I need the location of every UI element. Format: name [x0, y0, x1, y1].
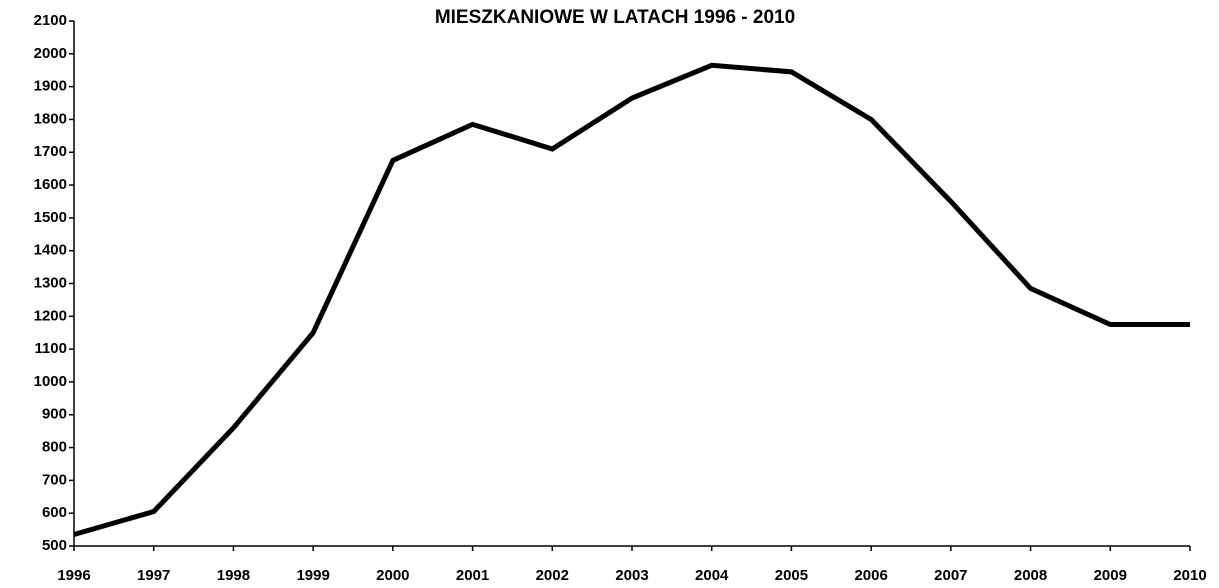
y-tick-label: 900 — [42, 406, 67, 423]
x-tick-label: 2005 — [775, 567, 808, 584]
y-tick-label: 1400 — [34, 242, 67, 259]
y-tick-label: 700 — [42, 471, 67, 488]
y-tick-label: 600 — [42, 504, 67, 521]
x-tick-label: 2003 — [615, 567, 648, 584]
x-tick-label: 2006 — [854, 567, 887, 584]
x-tick-label: 1996 — [57, 567, 90, 584]
y-tick-label: 1800 — [34, 110, 67, 127]
y-tick-label: 800 — [42, 439, 67, 456]
y-tick-label: 1300 — [34, 274, 67, 291]
y-tick-label: 1600 — [34, 176, 67, 193]
x-tick-label: 2000 — [376, 567, 409, 584]
y-tick-label: 2100 — [34, 12, 67, 29]
x-tick-label: 1997 — [137, 567, 170, 584]
y-tick-label: 1700 — [34, 143, 67, 160]
x-tick-label: 2004 — [695, 567, 729, 584]
y-tick-label: 1100 — [34, 340, 67, 357]
x-tick-label: 2010 — [1173, 567, 1206, 584]
y-tick-label: 1000 — [34, 373, 67, 390]
x-tick-label: 2007 — [934, 567, 967, 584]
x-tick-label: 1999 — [296, 567, 329, 584]
x-tick-label: 2002 — [536, 567, 569, 584]
x-tick-label: 2009 — [1094, 567, 1127, 584]
x-tick-label: 2008 — [1014, 567, 1047, 584]
x-tick-label: 1998 — [217, 567, 250, 584]
x-tick-label: 2001 — [456, 567, 489, 584]
y-tick-label: 1200 — [34, 307, 67, 324]
y-tick-label: 1900 — [34, 78, 67, 95]
y-tick-label: 500 — [42, 537, 67, 554]
y-tick-label: 2000 — [34, 45, 67, 62]
y-tick-label: 1500 — [34, 209, 67, 226]
chart-title: MIESZKANIOWE W LATACH 1996 - 2010 — [435, 7, 795, 28]
line-series — [73, 62, 1190, 537]
